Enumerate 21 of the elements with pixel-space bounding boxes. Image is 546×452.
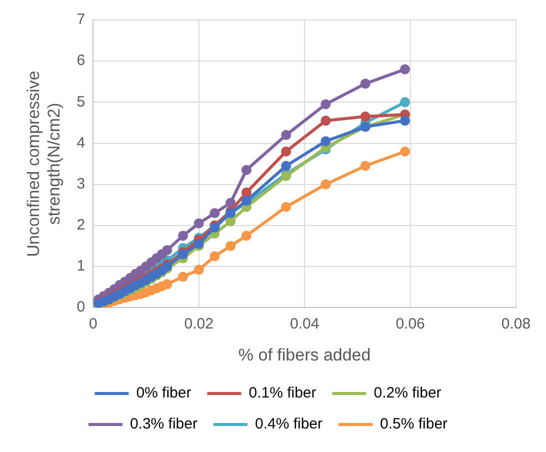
y-tick-label: 3 xyxy=(76,175,86,192)
x-tick-label: 0.06 xyxy=(396,316,425,333)
y-tick-label: 0 xyxy=(76,298,86,316)
legend-label: 0.5% fiber xyxy=(380,416,448,433)
y-tick-label: 5 xyxy=(76,93,86,110)
legend-label: 0% fiber xyxy=(136,384,192,402)
y-tick-label: 6 xyxy=(76,52,86,70)
y-tick-label: 7 xyxy=(76,11,86,28)
y-tick-label: 2 xyxy=(76,216,86,234)
legend-label: 0.2% fiber xyxy=(374,384,442,402)
x-tick-label: 0.08 xyxy=(501,316,531,333)
x-tick-label: 0.02 xyxy=(184,316,214,333)
x-tick-label: 0 xyxy=(88,316,98,333)
y-tick-label: 4 xyxy=(76,134,86,152)
y-axis-title: Unconfined compressive strength(N/cm2) xyxy=(24,70,64,257)
legend-label: 0.4% fiber xyxy=(254,416,323,433)
x-axis-title: % of fibers added xyxy=(238,345,371,364)
legend-label: 0.3% fiber xyxy=(130,416,198,433)
x-tick-label: 0.04 xyxy=(290,316,320,333)
y-tick-label: 1 xyxy=(76,258,86,275)
legend-label: 0.1% fiber xyxy=(248,384,316,402)
